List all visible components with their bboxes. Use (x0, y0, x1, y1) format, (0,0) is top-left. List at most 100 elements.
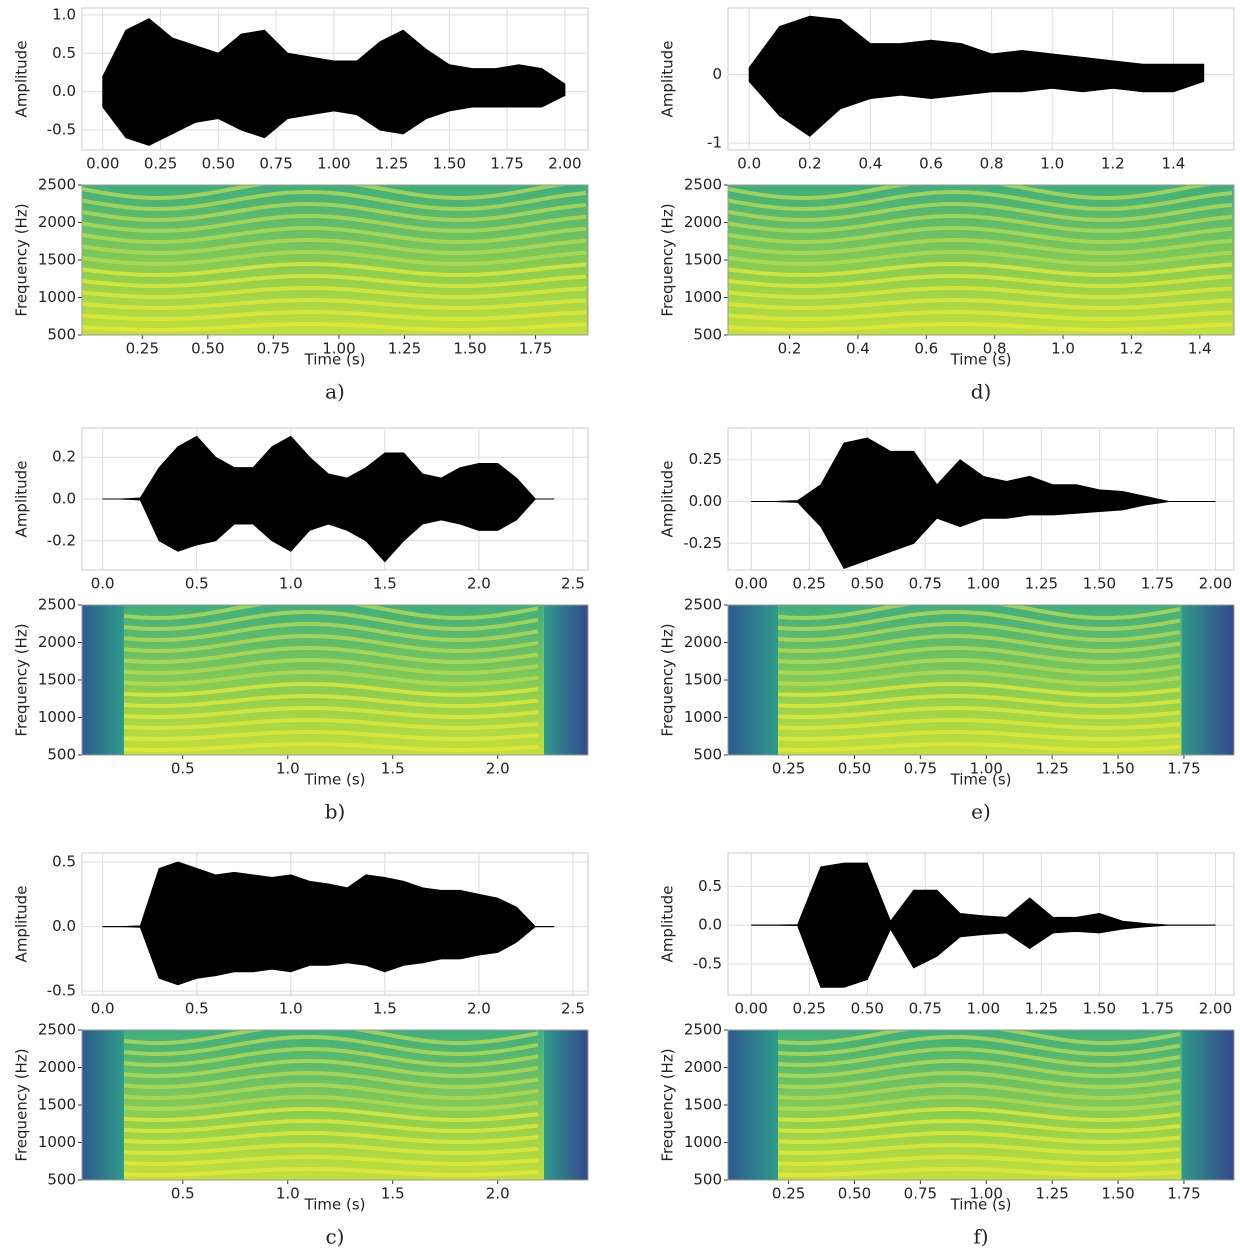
harmonic (777, 658, 1181, 675)
spectrogram-frame (81, 1029, 589, 1181)
harmonic (82, 190, 587, 211)
x-tick-label: 1.75 (490, 155, 523, 173)
quiet-region (1181, 1030, 1234, 1180)
y-tick-label: 1500 (38, 251, 76, 269)
spectrogram-frame (727, 184, 1235, 336)
harmonic (123, 1059, 539, 1079)
spectrogram-frame (727, 1029, 1235, 1181)
x-tick-label: 1.50 (1101, 760, 1134, 778)
waveform-envelope (102, 861, 555, 928)
y-tick-label: 1000 (684, 708, 722, 726)
quiet-region (728, 1030, 779, 1180)
y-axis-label: Amplitude (659, 41, 677, 118)
y-axis-label: Amplitude (13, 461, 31, 538)
x-tick-label: 2.0 (486, 1185, 510, 1203)
x-tick-label: 2.00 (1199, 1000, 1232, 1018)
x-axis-label: Time (s) (304, 771, 366, 789)
y-tick-label: 500 (693, 1171, 722, 1189)
harmonic (123, 1130, 539, 1145)
harmonic (777, 610, 1181, 631)
y-tick-label: 1500 (38, 1096, 76, 1114)
caption: e) (971, 800, 991, 824)
x-tick-label: 1.00 (970, 1185, 1003, 1203)
harmonic (728, 214, 1233, 233)
x-tick-label: 1.25 (1025, 1000, 1058, 1018)
harmonic (777, 1142, 1181, 1156)
spectrogram-frame (727, 604, 1235, 756)
y-tick-label: 2500 (38, 1021, 76, 1039)
spectrogram (82, 605, 588, 755)
caption: d) (971, 380, 992, 404)
harmonic (777, 694, 1181, 708)
x-tick-label: 1.75 (1141, 575, 1174, 593)
harmonic (777, 1047, 1181, 1068)
x-tick-label: 1.25 (1025, 575, 1058, 593)
caption: b) (325, 800, 346, 824)
x-tick-label: 1.2 (1101, 155, 1125, 173)
x-tick-label: 0.75 (909, 575, 942, 593)
y-axis-label: Amplitude (13, 886, 31, 963)
x-tick-label: 0.25 (793, 1000, 826, 1018)
x-tick-label: 0.2 (798, 155, 822, 173)
y-axis-label: Frequency (Hz) (13, 203, 31, 316)
harmonic (777, 670, 1181, 686)
x-tick-label: 0.5 (171, 1185, 195, 1203)
harmonic (777, 634, 1181, 653)
waveform-envelope (748, 74, 1205, 137)
y-tick-label: 1.0 (52, 5, 76, 23)
harmonic (777, 682, 1181, 697)
y-tick-label: 0.5 (698, 877, 722, 895)
y-tick-label: 0.25 (689, 450, 722, 468)
y-tick-label: 2000 (684, 213, 722, 231)
harmonic (82, 238, 587, 255)
harmonic (82, 298, 587, 310)
harmonic (777, 1118, 1181, 1134)
spectrogram (728, 185, 1234, 335)
harmonic (777, 1130, 1181, 1145)
harmonic (777, 1095, 1181, 1112)
x-tick-label: 1.00 (970, 760, 1003, 778)
harmonic (82, 274, 587, 288)
spectrogram (728, 1030, 1234, 1180)
harmonic (82, 310, 587, 321)
harmonic (123, 706, 539, 719)
y-tick-label: 0.2 (52, 448, 76, 466)
waveform-envelope (751, 924, 1216, 988)
y-tick-label: -0.25 (683, 534, 722, 552)
harmonic (728, 190, 1233, 211)
x-tick-label: 0.5 (185, 1000, 209, 1018)
spectrogram-frame (81, 184, 589, 336)
harmonic (82, 202, 587, 222)
harmonic (82, 226, 587, 244)
x-tick-label: 0.25 (772, 760, 805, 778)
harmonic (123, 670, 539, 686)
quiet-region (82, 1030, 124, 1180)
x-tick-label: 1.5 (373, 575, 397, 593)
x-tick-label: 1.2 (1120, 340, 1144, 358)
harmonic (123, 1094, 539, 1112)
y-axis-label: Frequency (Hz) (659, 623, 677, 736)
x-tick-label: 0.25 (772, 1185, 805, 1203)
y-tick-label: 2500 (684, 176, 722, 194)
x-tick-label: 1.50 (453, 340, 486, 358)
y-tick-label: 2500 (684, 1021, 722, 1039)
x-tick-label: 0.0 (91, 575, 115, 593)
harmonic (778, 1154, 1181, 1167)
x-tick-label: 1.5 (381, 760, 405, 778)
x-tick-label: 1.75 (1141, 1000, 1174, 1018)
x-tick-label: 1.50 (1083, 1000, 1116, 1018)
harmonic (728, 322, 1233, 332)
y-tick-label: 2500 (684, 596, 722, 614)
harmonic (82, 322, 587, 332)
harmonic (123, 742, 539, 752)
harmonic (728, 298, 1233, 310)
harmonic (123, 610, 539, 631)
caption: a) (325, 380, 345, 404)
waveform-envelope (748, 15, 1205, 76)
harmonic (777, 1035, 1181, 1057)
x-tick-label: 1.5 (381, 1185, 405, 1203)
y-tick-label: 1000 (38, 1133, 76, 1151)
harmonic (728, 185, 1216, 200)
harmonic (728, 238, 1233, 255)
harmonic (777, 1059, 1181, 1079)
